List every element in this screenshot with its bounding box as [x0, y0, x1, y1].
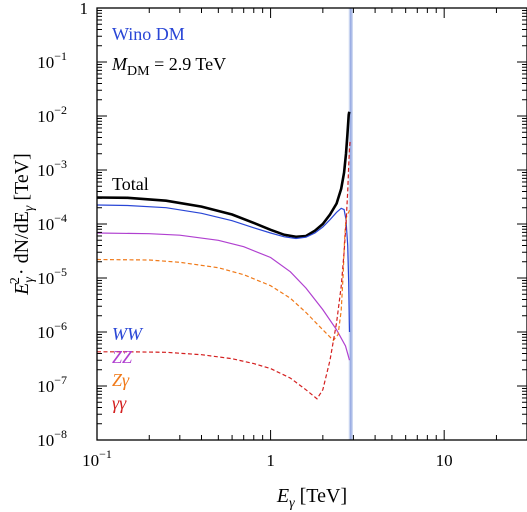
y-tick-label: 10−4	[37, 211, 67, 234]
series-total-line	[97, 111, 351, 239]
series-gammagamma-line	[97, 140, 351, 400]
y-tick-label: 10−3	[37, 157, 67, 180]
model-annotation: Wino DM	[112, 24, 185, 44]
legend-entry: Zγ	[112, 370, 130, 390]
x-tick-label: 10	[436, 451, 453, 470]
total-label: Total	[112, 174, 149, 194]
x-tick-label: 1	[266, 451, 275, 470]
y-tick-label: 10−6	[37, 319, 67, 342]
x-tick-label: 10−1	[82, 447, 112, 470]
series-ww-line	[97, 204, 351, 333]
mass-annotation: MDM = 2.9 TeV	[111, 54, 226, 79]
y-tick-label: 10−2	[37, 103, 67, 126]
y-tick-label: 10−1	[37, 49, 67, 72]
series-zgamma-line	[97, 209, 351, 342]
y-tick-label: 10−5	[37, 265, 67, 288]
y-tick-label: 1	[80, 0, 89, 18]
legend-entry: ZZ	[112, 347, 133, 367]
y-axis-title: Eγ2· dN/dEγ [TeV]	[8, 153, 37, 296]
y-tick-label: 10−8	[37, 427, 67, 450]
legend-entry: WW	[112, 324, 144, 344]
legend-entry: γγ	[112, 393, 127, 413]
x-axis-title: Eγ [TeV]	[276, 485, 347, 511]
y-tick-label: 10−7	[37, 373, 67, 396]
